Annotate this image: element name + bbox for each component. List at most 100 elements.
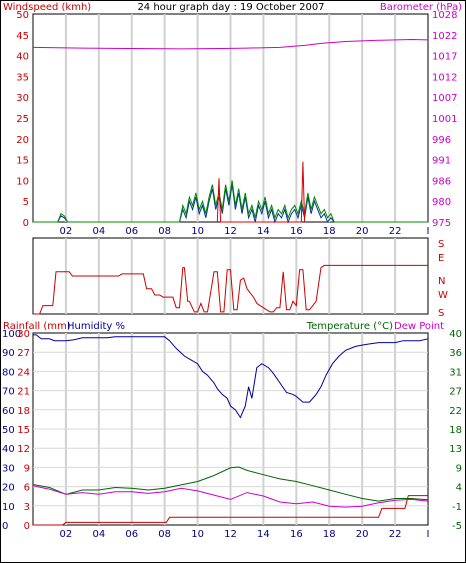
windspeed-tick-label: 25: [16, 114, 29, 125]
wind-direction-label-w: W: [438, 290, 448, 301]
humidity-tick-label: 80: [2, 367, 15, 378]
x-tick-label: I: [427, 529, 430, 540]
rainfall-tick-label: 0: [24, 521, 30, 532]
rainfall-tick-label: 12: [17, 444, 30, 455]
temperature-tick-label: 4: [456, 483, 462, 494]
windspeed-tick-label: 0: [23, 218, 29, 229]
wind-direction-label-e: E: [438, 253, 444, 264]
humidity-tick-label: 100: [2, 329, 21, 340]
rainfall-tick-label: 21: [17, 387, 30, 398]
x-tick-label: 08: [158, 226, 171, 237]
humidity-tick-label: 90: [2, 348, 15, 359]
barometer-line: [32, 38, 429, 50]
humidity-tick-label: 30: [2, 463, 15, 474]
temperature-tick-label: 31: [449, 367, 462, 378]
x-tick-label: 16: [290, 226, 303, 237]
temperature-axis-label: Temperature (°C): [306, 321, 393, 332]
temperature-tick-label: 13: [449, 444, 462, 455]
windspeed-tick-label: 30: [16, 93, 29, 104]
barometer-tick-label: 1001: [432, 114, 457, 125]
wind-direction-label-s1: S: [438, 239, 444, 250]
barometer-tick-label: 986: [432, 176, 451, 187]
barometer-tick-label: 975: [432, 218, 451, 229]
rainfall-tick-label: 15: [17, 425, 30, 436]
plot-layer: 0510152025303540455097598098699199610011…: [2, 10, 462, 540]
humidity-line: [33, 334, 429, 419]
wind-direction-label-s2: S: [438, 308, 444, 319]
x-tick-label: 02: [60, 529, 73, 540]
humidity-tick-label: 0: [2, 521, 8, 532]
temperature-line: [32, 466, 429, 502]
rainfall-tick-label: 24: [17, 367, 30, 378]
x-tick-label: 10: [191, 529, 204, 540]
x-tick-label: 20: [356, 529, 369, 540]
windspeed-tick-label: 15: [16, 156, 29, 167]
rainfall-line: [33, 495, 428, 526]
x-tick-label: 08: [158, 529, 171, 540]
rainfall-tick-label: 3: [24, 502, 30, 513]
windspeed-tick-label: 50: [16, 10, 29, 21]
gust-peak-line: [216, 161, 306, 223]
x-tick-label: 02: [60, 226, 73, 237]
barometer-tick-label: 1012: [432, 72, 457, 83]
x-tick-label: 14: [257, 529, 270, 540]
windspeed-tick-label: 20: [16, 135, 29, 146]
windspeed-tick-label: 10: [16, 176, 29, 187]
windspeed-tick-label: 35: [16, 72, 29, 83]
x-tick-label: 14: [257, 226, 270, 237]
barometer-tick-label: 1017: [432, 52, 457, 63]
x-tick-label: 04: [92, 226, 105, 237]
dew-point-axis-label: Dew Point: [394, 321, 444, 332]
wind-direction-label-n: N: [438, 276, 445, 287]
rainfall-tick-label: 27: [17, 348, 30, 359]
humidity-tick-label: 60: [2, 406, 15, 417]
windspeed-tick-label: 5: [23, 197, 29, 208]
barometer-tick-label: 1007: [432, 93, 457, 104]
x-tick-label: 18: [323, 529, 336, 540]
x-tick-label: I: [427, 226, 430, 237]
barometer-axis-label: Barometer (hPa): [380, 2, 462, 13]
temperature-tick-label: -5: [452, 521, 462, 532]
rainfall-axis-label: Rainfall (mm): [3, 321, 71, 332]
humidity-tick-label: 40: [2, 444, 15, 455]
x-tick-label: 06: [125, 226, 138, 237]
rainfall-tick-label: 18: [17, 406, 30, 417]
barometer-tick-label: 980: [432, 197, 451, 208]
temperature-tick-label: 9: [456, 463, 462, 474]
x-tick-label: 06: [125, 529, 138, 540]
x-tick-label: 12: [224, 529, 237, 540]
temperature-tick-label: 36: [449, 348, 462, 359]
barometer-tick-label: 991: [432, 156, 451, 167]
chart-title: 24 hour graph day : 19 October 2007: [137, 2, 324, 13]
rainfall-tick-label: 9: [24, 463, 30, 474]
gust-line: [33, 180, 428, 223]
windspeed-axis-label: Windspeed (kmh): [3, 2, 91, 13]
humidity-axis-label: Humidity %: [67, 321, 125, 332]
rainfall-tick-label: 30: [17, 329, 30, 340]
x-tick-label: 22: [389, 529, 402, 540]
x-tick-label: 12: [224, 226, 237, 237]
humidity-tick-label: 50: [2, 425, 15, 436]
dew-point-line: [32, 485, 429, 508]
x-tick-label: 04: [92, 529, 105, 540]
wind-direction-line: [33, 264, 428, 315]
humidity-tick-label: 20: [2, 483, 15, 494]
rainfall-tick-label: 6: [24, 483, 30, 494]
windspeed-line: [33, 184, 428, 224]
x-tick-label: 18: [323, 226, 336, 237]
windspeed-tick-label: 45: [16, 31, 29, 42]
x-tick-label: 10: [191, 226, 204, 237]
humidity-tick-label: 10: [2, 502, 15, 513]
temperature-tick-label: 18: [449, 425, 462, 436]
barometer-tick-label: 1028: [432, 10, 457, 21]
x-tick-label: 16: [290, 529, 303, 540]
barometer-tick-label: 996: [432, 135, 451, 146]
temperature-tick-label: 22: [449, 406, 462, 417]
humidity-tick-label: 70: [2, 387, 15, 398]
temperature-tick-label: 27: [449, 387, 462, 398]
x-tick-label: 22: [389, 226, 402, 237]
temperature-tick-label: 40: [449, 329, 462, 340]
x-tick-label: 20: [356, 226, 369, 237]
temperature-tick-label: -1: [452, 502, 462, 513]
